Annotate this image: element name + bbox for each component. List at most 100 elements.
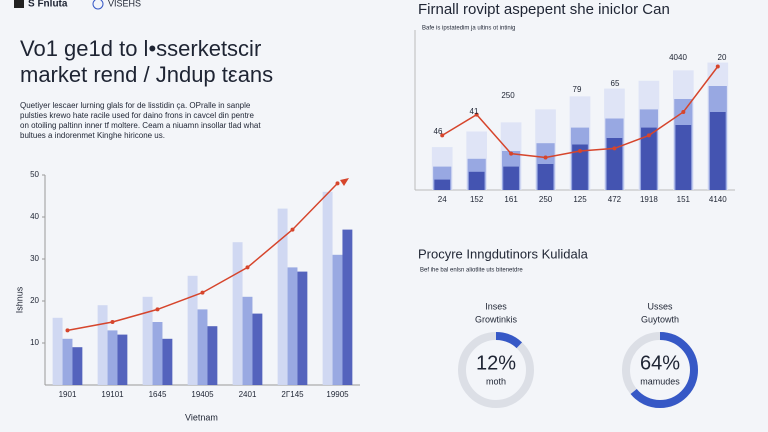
body-text: Quetiyer lescaer lurning glals for de li…: [20, 101, 251, 110]
bar: [187, 275, 198, 385]
x-tick-label: 24: [438, 195, 447, 204]
bar: [252, 313, 263, 385]
donut-arc: [622, 332, 698, 408]
logo-mark: [14, 0, 24, 8]
bar: [503, 166, 519, 190]
line-point: [612, 146, 617, 151]
annotation: 79: [573, 85, 582, 94]
x-tick-label: 19101: [101, 390, 124, 399]
bar: [537, 164, 554, 190]
x-tick-label: 1918: [640, 195, 658, 204]
line-point: [290, 227, 295, 232]
bar: [97, 305, 108, 385]
bar: [709, 112, 726, 190]
bar: [434, 179, 451, 190]
x-axis-label: Vietnam: [185, 412, 218, 422]
bar: [162, 338, 173, 385]
bar: [342, 229, 353, 385]
annotation: 41: [470, 107, 479, 116]
donut-label: Usses: [647, 301, 673, 311]
x-tick-label: 1645: [149, 390, 167, 399]
bar: [52, 317, 63, 385]
x-tick-label: 1901: [59, 390, 77, 399]
x-tick-label: 125: [573, 195, 587, 204]
donut-label: Inses: [485, 301, 507, 311]
line-point: [155, 307, 160, 312]
line-point: [681, 110, 686, 114]
bar: [297, 271, 308, 385]
line-point: [335, 181, 340, 186]
annotation: 20: [718, 53, 727, 62]
y-tick-label: 40: [30, 212, 39, 221]
bar: [322, 191, 333, 385]
bar: [242, 296, 253, 385]
donut-label: Growtinkis: [475, 314, 518, 324]
x-tick-label: 250: [539, 195, 553, 204]
x-tick-label: 2401: [239, 390, 257, 399]
donut-arc: [458, 332, 534, 408]
annotation: 4040: [669, 53, 687, 62]
body-text: bultues a indorenmet Kinghe hiricone us.: [20, 131, 165, 140]
chart-subtitle: Bafe is ipstatedim ja ultins ot intinig: [422, 26, 515, 32]
bar: [606, 138, 623, 190]
bar: [287, 267, 298, 385]
bar: [62, 338, 73, 385]
x-tick-label: 2Γ145: [281, 390, 304, 399]
y-tick-label: 30: [30, 254, 39, 263]
body-text: pulsties krewo hate racile used for dain…: [20, 111, 254, 120]
headline: Vo1 ge1d to l•sserketscir: [20, 36, 261, 61]
annotation: 65: [611, 79, 620, 88]
line-point: [509, 151, 514, 156]
bar: [117, 334, 128, 385]
donut-caption: mamudes: [640, 376, 680, 386]
line-point: [200, 290, 205, 295]
bar: [641, 127, 657, 190]
bar: [675, 125, 692, 190]
body-text: on otoiling paltinn inner tf moltere. Ce…: [20, 121, 261, 130]
chart-title: Firnall rovipt aspepent she inicIor Can: [418, 1, 670, 18]
line-point: [646, 133, 651, 138]
donut-value: 12%: [476, 352, 516, 374]
annotation: 46: [434, 127, 443, 136]
logo: S Fnluta: [28, 0, 68, 10]
line-point: [474, 112, 479, 117]
donut-caption: moth: [486, 376, 506, 386]
bar: [332, 254, 343, 385]
bar: [572, 144, 588, 190]
bar: [277, 208, 288, 385]
x-tick-label: 472: [608, 195, 622, 204]
bar: [107, 330, 118, 385]
headline: market rend / Jndup tεans: [20, 62, 273, 87]
line-point: [65, 328, 70, 333]
y-tick-label: 20: [30, 296, 39, 305]
x-tick-label: 4140: [709, 195, 727, 204]
chart-title: Procyre Inngdutinors Kulidala: [418, 246, 589, 261]
line-point: [543, 155, 548, 160]
line-point: [440, 133, 445, 138]
annotation: 250: [501, 91, 515, 100]
x-tick-label: 152: [470, 195, 484, 204]
donut-value: 64%: [640, 352, 680, 374]
bar: [468, 171, 485, 190]
line-point: [110, 320, 115, 324]
x-tick-label: 19905: [326, 390, 349, 399]
brand: VISEHS: [108, 0, 141, 8]
bar: [72, 347, 83, 385]
bar: [142, 296, 153, 385]
bar: [152, 322, 163, 385]
line-point: [578, 149, 582, 153]
y-tick-label: 50: [30, 170, 39, 179]
arrow-head: [340, 178, 349, 186]
brand-icon: [92, 0, 104, 10]
x-tick-label: 151: [677, 195, 691, 204]
x-tick-label: 19405: [191, 390, 214, 399]
x-tick-label: 161: [504, 195, 518, 204]
chart-subtitle: Bef ihe bal enlsn aliotlite uts bitenetd…: [420, 268, 523, 274]
bar: [197, 309, 208, 385]
donut-label: Guytowth: [641, 314, 679, 324]
bar: [232, 242, 243, 385]
line-point: [245, 265, 250, 270]
y-axis-label: Ishnus: [14, 286, 24, 313]
